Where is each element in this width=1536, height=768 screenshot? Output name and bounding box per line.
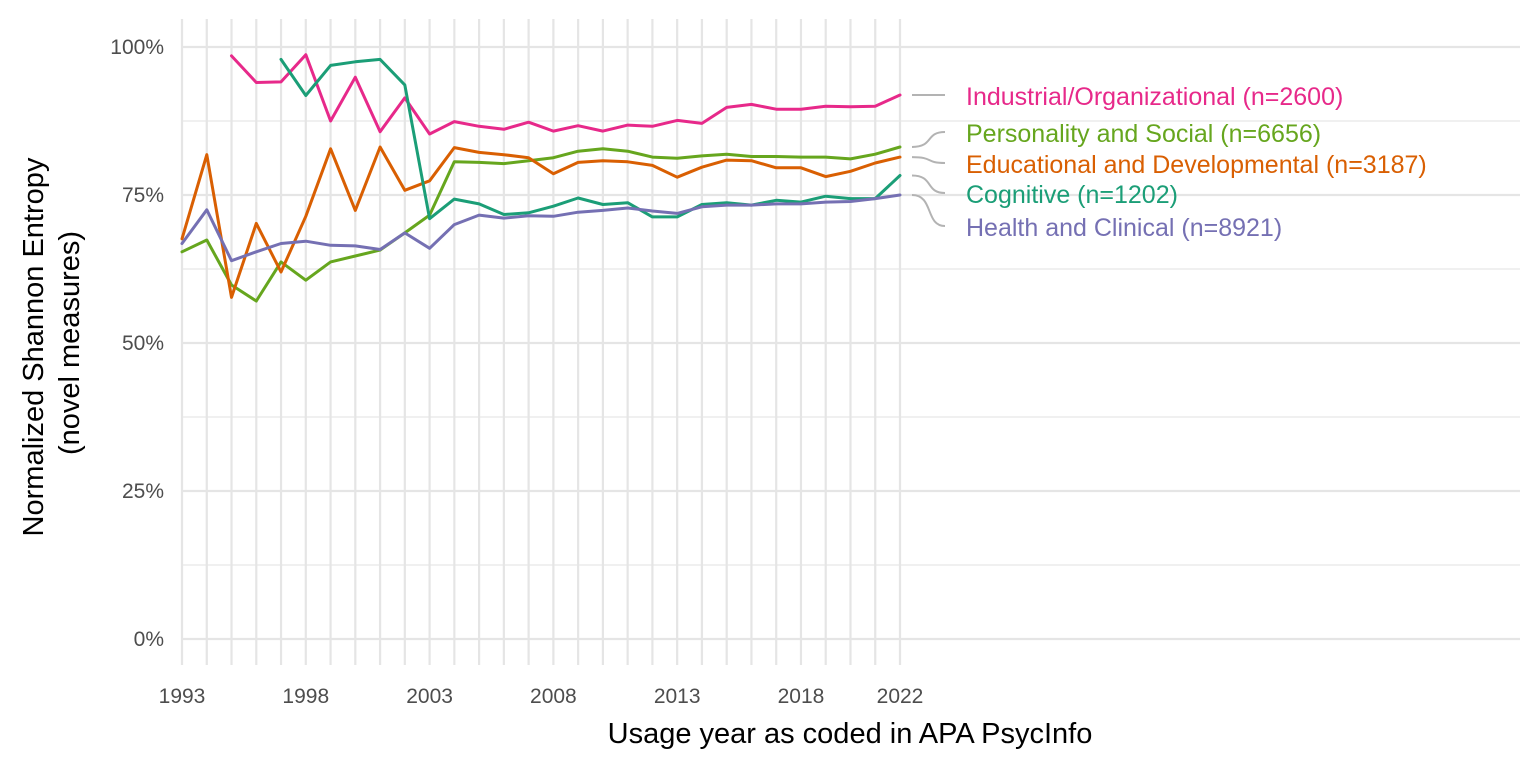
y-tick-label: 25% — [122, 480, 164, 503]
label-leader-line — [911, 156, 946, 164]
y-axis-title-line-1: Normalized Shannon Entropy — [18, 157, 50, 536]
x-axis-title: Usage year as coded in APA PsycInfo — [608, 718, 1093, 750]
x-tick-label: 1998 — [282, 685, 329, 708]
series-line-3 — [180, 145, 902, 299]
x-tick-label: 2018 — [778, 685, 825, 708]
series-label-1: Industrial/Organizational (n=2600) — [966, 83, 1343, 111]
series-label-4: Cognitive (n=1202) — [966, 181, 1178, 209]
label-leaders — [911, 94, 946, 227]
series-line-4 — [279, 57, 902, 221]
x-tick-label: 1993 — [159, 685, 206, 708]
y-tick-label: 50% — [122, 332, 164, 355]
y-axis-title-line-2: (novel measures) — [54, 231, 86, 455]
y-tick-label: 0% — [134, 628, 164, 651]
y-axis-title: Normalized Shannon Entropy (novel measur… — [18, 150, 86, 537]
tick-labels: 0% 25% 50% 75% 100% 1993 1998 2003 2008 2013 2018 2… — [110, 36, 923, 708]
y-tick-label: 75% — [122, 184, 164, 207]
series-label-2: Personality and Social (n=6656) — [966, 120, 1321, 148]
series-lines — [180, 53, 902, 303]
label-leader-line — [911, 174, 946, 194]
grid — [180, 19, 1520, 665]
series-label-5: Health and Clinical (n=8921) — [966, 214, 1282, 242]
series-line-5 — [180, 193, 902, 263]
x-tick-label: 2003 — [406, 685, 453, 708]
y-tick-label: 100% — [110, 36, 164, 59]
series-line-2 — [180, 145, 902, 303]
label-leader-line — [911, 194, 946, 227]
series-line-1 — [230, 53, 902, 136]
series-labels: Industrial/Organizational (n=2600) Person… — [966, 83, 1427, 242]
label-leader-line — [911, 131, 946, 148]
series-label-3: Educational and Developmental (n=3187) — [966, 151, 1427, 179]
x-tick-label: 2013 — [654, 685, 701, 708]
x-tick-label: 2008 — [530, 685, 577, 708]
x-tick-label: 2022 — [877, 685, 924, 708]
